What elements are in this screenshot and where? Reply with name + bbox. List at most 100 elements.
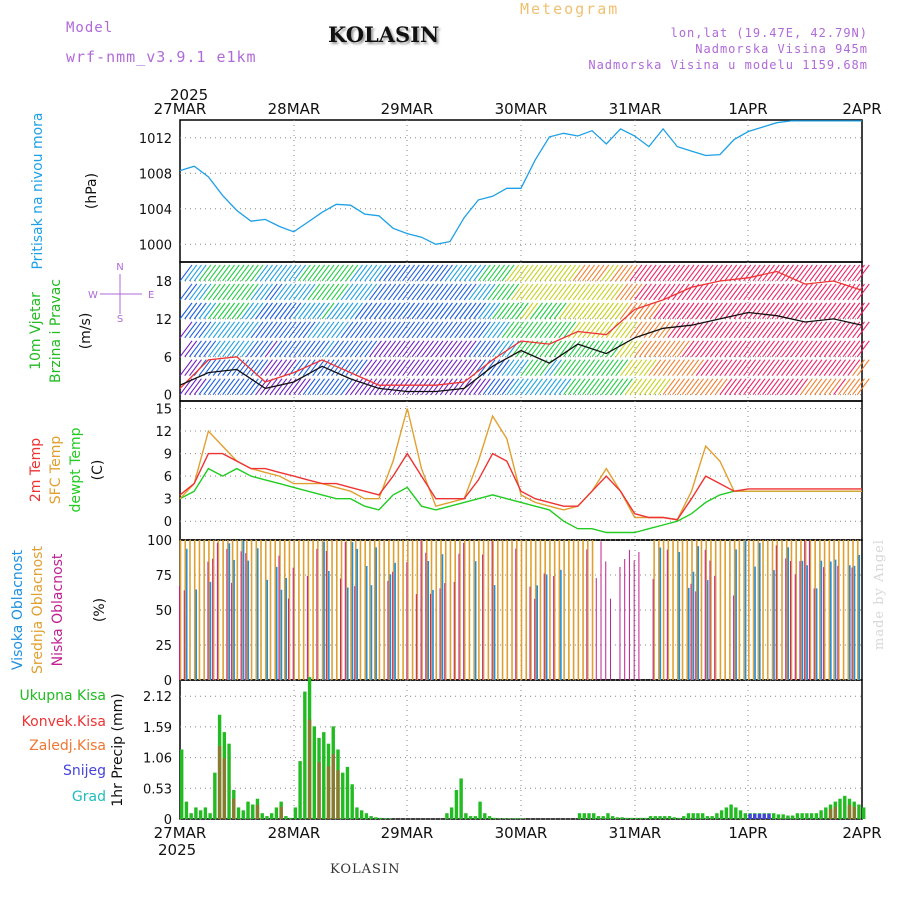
conv-precip-bar [847,804,852,819]
wind-barb [620,321,633,339]
wind-barb [563,264,577,282]
wind-barb [406,321,420,339]
wind-barb [184,378,198,396]
wind-barb [799,283,813,301]
wind-barb [695,264,709,282]
wind-barb [710,359,723,377]
wind-barb [638,378,652,396]
wind-barb [710,378,723,396]
wind-barb [463,321,477,339]
wind-barb [747,359,761,377]
y-tick-label: 1008 [139,167,172,182]
wind-barb [207,378,221,396]
wind-barb [340,283,354,301]
wind-barb [582,302,596,320]
wind-barb [369,321,382,339]
wind-barb [601,321,614,339]
wind-barb [373,340,387,358]
precip-bar [734,807,738,819]
wind-barb [648,378,662,396]
wind-barb [539,321,553,339]
wind-barb [823,378,837,396]
wind-barb [833,264,847,282]
wind-barb [340,359,354,377]
wind-barb [615,321,629,339]
precip-bar [213,772,217,819]
precip-bar [265,816,269,819]
wind-barb [785,264,799,282]
wind-barb [771,321,785,339]
wind-barb [544,283,558,301]
conv-precip-bar [833,806,837,819]
wind-barb [624,283,638,301]
conv-precip-bar [326,766,331,819]
y-tick-label: 1.06 [143,752,172,767]
wind-barb [326,264,340,282]
wind-barb [340,340,354,358]
wind-barb [463,264,477,282]
top-year-label: 2025 [170,86,208,104]
wind-barb [747,321,761,339]
wind-barb [534,283,548,301]
wind-barb [269,378,283,396]
wind-barb [297,302,311,320]
wind-barb [530,302,543,320]
precip-bar [521,818,525,819]
wind-barb [217,264,231,282]
precip-bar [700,813,705,819]
wind-barb [425,340,439,358]
wind-barb [577,359,591,377]
wind-barb [676,264,690,282]
wind-barb [856,378,870,396]
wind-barb [577,264,591,282]
wind-barb [620,359,633,377]
precip-bar [648,816,653,819]
precip-bar [587,813,591,819]
wind-barb [558,302,572,320]
wind-barb [345,359,359,377]
wind-barb [440,264,453,282]
precip-bar [620,817,624,819]
wind-barb [530,359,543,377]
wind-barb [705,264,719,282]
wind-barb [563,359,577,377]
wind-barb [189,302,202,320]
precip-bar [227,743,231,819]
y-tick-label: 0 [164,674,172,689]
wind-barb [676,378,690,396]
wind-barb [425,302,439,320]
wind-barb [828,340,842,358]
gust-line [179,270,863,389]
wind-barb [757,283,771,301]
wind-barb [781,340,794,358]
precip-bar [203,807,208,819]
wind-barb [525,302,539,320]
wind-barb [435,302,449,320]
wind-barb [184,359,198,377]
precip-legend-label: Grad [72,789,106,805]
wind-barb [766,359,780,377]
wind-barb [814,264,828,282]
wind-barb [458,264,472,282]
wind-barb [359,264,373,282]
bottom-time-label: 1APR [728,824,767,842]
wind-barb [714,321,728,339]
wind-barb [596,302,610,320]
wind-barb [274,283,288,301]
wind-barb [544,321,558,339]
wind-barb [596,378,610,396]
y-tick-label: 9 [164,448,172,463]
wind-barb [449,283,463,301]
cloud-bars [179,540,861,680]
precip-bar [293,807,298,819]
wind-barb [241,378,255,396]
wind-barb [402,378,416,396]
wind-barb [567,378,581,396]
wind-barb [307,283,321,301]
wind-barb [766,321,780,339]
wind-barb [563,283,577,301]
wind-barb [383,378,397,396]
wind-barb [544,302,558,320]
precip-bar [454,790,459,819]
y-tick-label: 50 [155,604,172,619]
